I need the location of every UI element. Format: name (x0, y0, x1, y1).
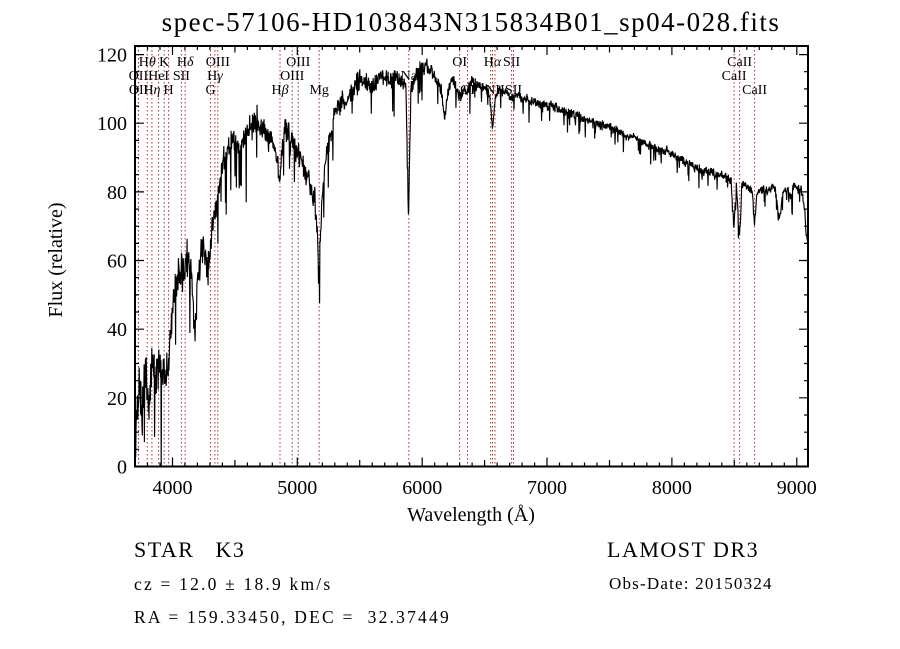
object-class-label: STAR K3 (134, 537, 245, 562)
spectral-line-markers: OIIOIIHθHηHeIKHSIIHδGHγOIIIHβOIIIOIIIMgN… (129, 46, 767, 467)
x-axis-label: Wavelength (Å) (407, 504, 535, 526)
axes: 4000 5000 6000 7000 8000 9000 0 20 40 60 80 100 120 (97, 45, 817, 499)
spectrum-trace (135, 58, 808, 467)
line-label-OIII-4959: OIII (280, 69, 304, 84)
line-label-Hθ-3798: Hθ (139, 55, 156, 70)
line-label-H-3969: H (164, 83, 174, 98)
x-tick-label-9000: 9000 (777, 477, 817, 499)
line-label-CaII-8542: CaII (727, 55, 752, 70)
x-tick-label-8000: 8000 (652, 477, 692, 499)
line-label-Na-5893: Na (401, 69, 418, 84)
line-label-Hα-6563: Hα (484, 55, 502, 70)
axis-ticks (135, 46, 808, 468)
line-label-OIII-4363: OIII (206, 55, 230, 70)
line-label-CaII-8498: CaII (722, 69, 747, 84)
line-label-G-4305: G (205, 83, 215, 98)
x-tick-label-5000: 5000 (277, 477, 317, 499)
y-tick-label-40: 40 (107, 319, 127, 341)
line-label-OIII-5007: OIII (286, 55, 310, 70)
line-label-K-3934: K (159, 55, 169, 70)
line-label-OI-6300: OI (452, 55, 467, 70)
line-label-Hδ-4102: Hδ (177, 55, 194, 70)
x-tick-label-4000: 4000 (153, 477, 193, 499)
y-tick-label-80: 80 (107, 182, 127, 204)
line-label-Hβ-4861: Hβ (271, 83, 288, 98)
y-tick-label-20: 20 (107, 388, 127, 410)
line-label-Hγ-4340: Hγ (207, 69, 223, 84)
ra-dec-value: RA = 159.33450, DEC = 32.37449 (134, 607, 451, 627)
survey-label: LAMOST DR3 (607, 537, 759, 562)
line-label-CaII-8662: CaII (742, 83, 767, 98)
line-label-OII-3729: OII (129, 83, 149, 98)
y-tick-label-60: 60 (107, 251, 127, 273)
line-label-Hη-3835: Hη (143, 83, 160, 98)
x-tick-label-7000: 7000 (527, 477, 567, 499)
cz-value: cz = 12.0 ± 18.9 km/s (134, 574, 332, 594)
y-tick-label-100: 100 (97, 113, 127, 135)
plot-title: spec-57106-HD103843N315834B01_sp04-028.f… (162, 7, 781, 37)
line-label-OII-3727: OII (129, 69, 149, 84)
line-label-SII-6716: SII (503, 55, 520, 70)
spectrum-path (135, 58, 808, 467)
line-label-SII-6731: SII (505, 83, 522, 98)
line-label-SII-4072: SII (173, 69, 190, 84)
y-tick-label-120: 120 (97, 45, 127, 67)
line-label-Mg-5175: Mg (309, 83, 328, 98)
y-tick-label-0: 0 (117, 457, 127, 479)
y-axis-label: Flux (relative) (45, 203, 67, 318)
line-label-HeI-3889: HeI (148, 69, 169, 84)
x-tick-label-6000: 6000 (402, 477, 442, 499)
obs-date: Obs-Date: 20150324 (609, 574, 773, 593)
